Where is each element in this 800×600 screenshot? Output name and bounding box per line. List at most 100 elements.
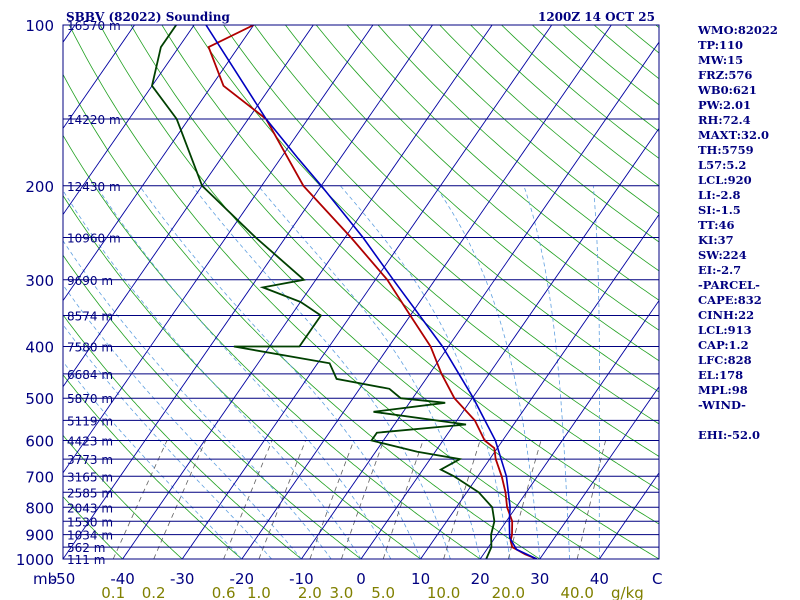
index-line: LCL:920 <box>698 173 752 187</box>
temperature-tick: -30 <box>170 570 195 588</box>
index-line: WB0:621 <box>698 83 757 97</box>
index-line: SW:224 <box>698 248 747 262</box>
index-line: PW:2.01 <box>698 98 752 112</box>
pressure-label: 1000 <box>16 551 54 569</box>
mixing-ratio-label: 20.0 <box>492 584 525 600</box>
index-line: EL:178 <box>698 368 744 382</box>
index-line: EHI:-52.0 <box>698 428 761 442</box>
index-line: L57:5.2 <box>698 158 747 172</box>
pressure-label: 600 <box>25 433 54 451</box>
height-label: 14220 m <box>67 113 121 127</box>
moist-adiabat <box>523 185 570 559</box>
height-label: 111 m <box>67 553 105 567</box>
moist-adiabat <box>191 185 451 559</box>
height-label: 2043 m <box>67 501 113 515</box>
dewpoint-trace <box>151 25 496 559</box>
moist-adiabat <box>63 284 302 559</box>
mixing-ratio-label: 0.1 <box>101 584 125 600</box>
moist-adiabat <box>592 185 600 559</box>
pressure-label: 100 <box>25 17 54 35</box>
isotherm <box>63 25 135 130</box>
index-line: CAP:1.2 <box>698 338 749 352</box>
height-label: 8574 m <box>67 310 113 324</box>
pressure-label: 700 <box>25 468 54 486</box>
mixing-ratio-line <box>258 440 306 559</box>
height-label: 4423 m <box>67 435 113 449</box>
isotherm <box>301 41 659 559</box>
index-line: RH:72.4 <box>698 113 751 127</box>
mixing-ratio-line <box>507 440 542 559</box>
index-line: CAPE:832 <box>698 293 762 307</box>
index-line: WMO:82022 <box>698 23 778 37</box>
temperature-tick: 30 <box>530 570 549 588</box>
index-line: TT:46 <box>698 218 735 232</box>
mixing-ratio-label: 3.0 <box>329 584 353 600</box>
index-line: -PARCEL- <box>698 278 760 292</box>
mixing-ratio-line <box>382 440 424 559</box>
height-label: 10960 m <box>67 231 121 245</box>
dry-adiabat <box>68 25 600 559</box>
mixing-ratio-label: 1.0 <box>247 584 271 600</box>
index-line: LCL:913 <box>698 323 752 337</box>
dry-adiabat <box>161 25 659 491</box>
isotherm <box>539 385 659 559</box>
index-line: EI:-2.7 <box>698 263 742 277</box>
isotherm <box>63 25 255 302</box>
temperature-tick: 20 <box>471 570 490 588</box>
height-label: 16570 m <box>67 19 121 33</box>
temperature-tick: 0 <box>356 570 366 588</box>
height-label: 7580 m <box>67 341 113 355</box>
chart-labels: 16570 m 14220 m 12430 m 10960 m 9690 m 8574 m… <box>16 17 663 600</box>
index-line: FRZ:576 <box>698 68 753 82</box>
mixing-ratio-label: 2.0 <box>298 584 322 600</box>
pressure-label: 200 <box>25 178 54 196</box>
isotherm <box>360 127 659 559</box>
index-line: TP:110 <box>698 38 744 52</box>
height-label: 5119 m <box>67 414 113 428</box>
mixing-ratio-unit: g/kg <box>611 584 644 600</box>
height-label: 1034 m <box>67 529 113 543</box>
index-line: KI:37 <box>698 233 734 247</box>
isotherm <box>63 25 433 559</box>
chart-traces <box>151 25 538 559</box>
celsius-unit-label: C <box>652 570 662 588</box>
mixing-ratio-label: 5.0 <box>371 584 395 600</box>
height-label: 6684 m <box>67 368 113 382</box>
pressure-label: 500 <box>25 390 54 408</box>
dry-adiabat <box>99 25 659 559</box>
height-label: 2585 m <box>67 486 113 500</box>
index-line: MW:15 <box>698 53 744 67</box>
temperature-tick: 40 <box>590 570 609 588</box>
mixing-ratio-label: 40.0 <box>561 584 594 600</box>
temperature-tick: 10 <box>411 570 430 588</box>
index-line: TH:5759 <box>698 143 754 157</box>
height-label: 562 m <box>67 541 105 555</box>
height-label: 3773 m <box>67 453 113 467</box>
height-label: 5870 m <box>67 392 113 406</box>
dry-adiabat <box>63 73 541 559</box>
dry-adiabat <box>0 25 3 559</box>
isotherm <box>122 25 493 559</box>
mixing-ratio-label: 0.2 <box>142 584 166 600</box>
index-line: MPL:98 <box>698 383 748 397</box>
height-label: 12430 m <box>67 180 121 194</box>
mixing-ratio-line <box>341 440 385 559</box>
moist-adiabat <box>95 185 392 559</box>
isotherm <box>0 25 15 559</box>
temperature-tick: -40 <box>110 570 135 588</box>
mixing-ratio-label: 0.6 <box>212 584 236 600</box>
pressure-label: 800 <box>25 499 54 517</box>
isotherm <box>420 213 659 559</box>
temperature-tick: -50 <box>51 570 76 588</box>
index-line: -WIND- <box>698 398 746 412</box>
temperature-tick: -10 <box>289 570 314 588</box>
indices-panel: WMO:82022 TP:110 MW:15 FRZ:576 WB0:621 PW:2.0… <box>698 23 798 443</box>
index-line: SI:-1.5 <box>698 203 741 217</box>
isotherm <box>63 25 314 388</box>
mixing-ratio-line <box>309 440 355 559</box>
pressure-label: 900 <box>25 527 54 545</box>
index-line: LI:-2.8 <box>698 188 741 202</box>
chart-title: SBBV (82022) Sounding <box>66 10 231 24</box>
mb-unit-label: mb <box>33 570 57 588</box>
